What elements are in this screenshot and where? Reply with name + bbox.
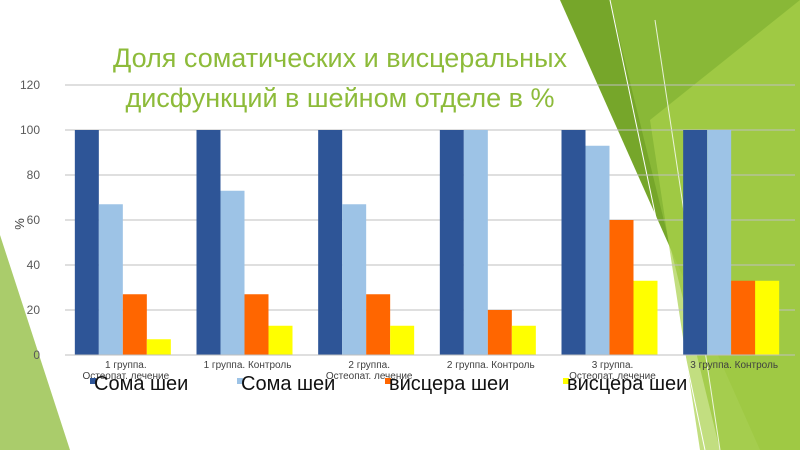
y-tick-label: 60	[27, 213, 41, 227]
bar	[98, 204, 123, 355]
bar	[342, 204, 367, 355]
bar	[220, 190, 245, 355]
bar	[609, 220, 634, 355]
legend-swatch	[90, 378, 96, 384]
bar	[755, 280, 780, 355]
bar	[390, 325, 415, 355]
legend-label: висцера шеи	[389, 373, 509, 395]
x-tick-label: 3 группа. Контроль	[690, 360, 778, 371]
x-tick-label: 2 группа. Контроль	[447, 360, 535, 371]
bar	[585, 145, 610, 355]
bar	[707, 130, 732, 355]
legend-swatch	[563, 378, 569, 384]
x-tick-label: Остеопат. лечение	[82, 371, 169, 382]
bar	[244, 294, 269, 355]
decor-line-1	[609, 0, 706, 450]
bar	[561, 130, 586, 355]
bar	[511, 325, 536, 355]
y-tick-label: 40	[27, 258, 41, 272]
bar	[633, 280, 658, 355]
bar	[463, 130, 488, 355]
y-tick-label: 80	[27, 168, 41, 182]
x-tick-label: Остеопат. лечение	[569, 371, 656, 382]
y-tick-label: 100	[20, 123, 40, 137]
bar	[683, 130, 708, 355]
bar	[196, 130, 221, 355]
legend-label: Сома шеи	[94, 373, 188, 395]
bar	[366, 294, 391, 355]
x-tick-label: 3 группа.	[592, 360, 634, 371]
bar	[318, 130, 343, 355]
x-tick-label: 1 группа.	[105, 360, 147, 371]
bar	[487, 310, 512, 355]
x-tick-label: 2 группа.	[348, 360, 390, 371]
bar	[439, 130, 464, 355]
x-tick-label: Остеопат. лечение	[326, 371, 413, 382]
legend-label: Сома шеи	[241, 373, 335, 395]
y-axis-label: %	[12, 218, 27, 230]
legend-swatch	[385, 378, 391, 384]
y-tick-label: 20	[27, 303, 41, 317]
slide-title: Доля соматических и висцеральных дисфунк…	[113, 43, 567, 113]
decor-shape-left	[0, 235, 70, 450]
legend-swatch	[237, 378, 243, 384]
bar	[268, 325, 293, 355]
legend-label: висцера шеи	[567, 373, 687, 395]
bar	[731, 280, 756, 355]
bar	[74, 130, 99, 355]
x-tick-label: 1 группа. Контроль	[204, 360, 292, 371]
bar	[146, 339, 171, 355]
y-tick-label: 120	[20, 78, 40, 92]
bar	[122, 294, 147, 355]
y-tick-label: 0	[33, 348, 40, 362]
